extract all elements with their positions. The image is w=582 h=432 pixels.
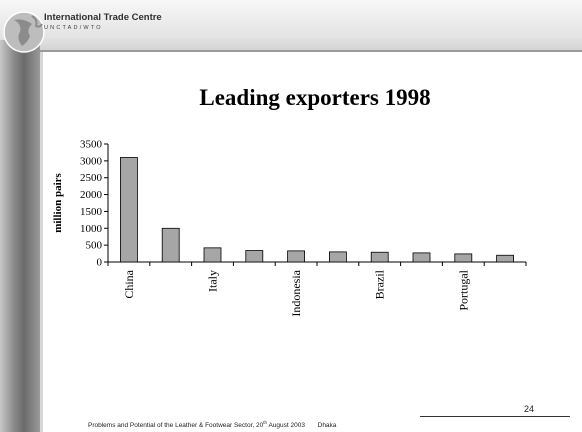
x-category-label: Portugal bbox=[456, 269, 470, 310]
bar-unlabeled-3 bbox=[245, 250, 264, 263]
bar-italy bbox=[203, 247, 222, 263]
y-tick-label: 1000 bbox=[80, 223, 103, 235]
header-divider bbox=[40, 50, 582, 52]
org-subtitle: UNCTAD/WTO bbox=[44, 25, 103, 31]
left-decorative-bar bbox=[0, 40, 40, 432]
org-name: International Trade Centre bbox=[44, 12, 162, 23]
y-tick-label: 1500 bbox=[80, 206, 103, 218]
globe-logo-icon bbox=[3, 11, 45, 53]
y-tick-label: 3000 bbox=[80, 155, 103, 167]
x-category-label: Indonesia bbox=[289, 269, 303, 316]
footer: Problems and Potential of the Leather & … bbox=[88, 420, 336, 429]
bar-unlabeled-5 bbox=[328, 251, 347, 263]
page-number: 24 bbox=[524, 404, 535, 414]
y-tick-label: 500 bbox=[86, 240, 103, 252]
y-axis-title: million pairs bbox=[52, 172, 64, 232]
bar-unlabeled-9 bbox=[496, 254, 515, 263]
x-category-label: Italy bbox=[206, 270, 220, 292]
x-category-label: Brazil bbox=[373, 269, 387, 299]
left-bar-highlight bbox=[40, 52, 43, 432]
bar-portugal bbox=[454, 253, 473, 263]
y-tick-label: 2500 bbox=[80, 172, 103, 184]
bar-unlabeled-1 bbox=[161, 227, 180, 263]
bar-brazil bbox=[370, 251, 389, 263]
bar-chart: 0 500 1000 1500 2000 2500 3000 3500 million pair… bbox=[52, 139, 527, 317]
y-tick-label: 2000 bbox=[80, 189, 103, 201]
footer-text: Problems and Potential of the Leather & … bbox=[88, 422, 264, 430]
footer-sup: th bbox=[263, 420, 268, 425]
x-category-label: China bbox=[122, 269, 136, 298]
footer-location: Dhaka bbox=[317, 422, 337, 430]
y-tick-label: 3500 bbox=[80, 139, 103, 151]
slide-title: Leading exporters 1998 bbox=[199, 85, 431, 110]
bar-unlabeled-7 bbox=[412, 252, 431, 263]
page-rule bbox=[420, 416, 570, 417]
header-band bbox=[0, 0, 582, 52]
bar-indonesia bbox=[287, 250, 306, 263]
y-tick-label: 0 bbox=[97, 257, 103, 269]
bar-china bbox=[120, 157, 138, 263]
footer-text-date: August 2003 bbox=[267, 422, 305, 430]
